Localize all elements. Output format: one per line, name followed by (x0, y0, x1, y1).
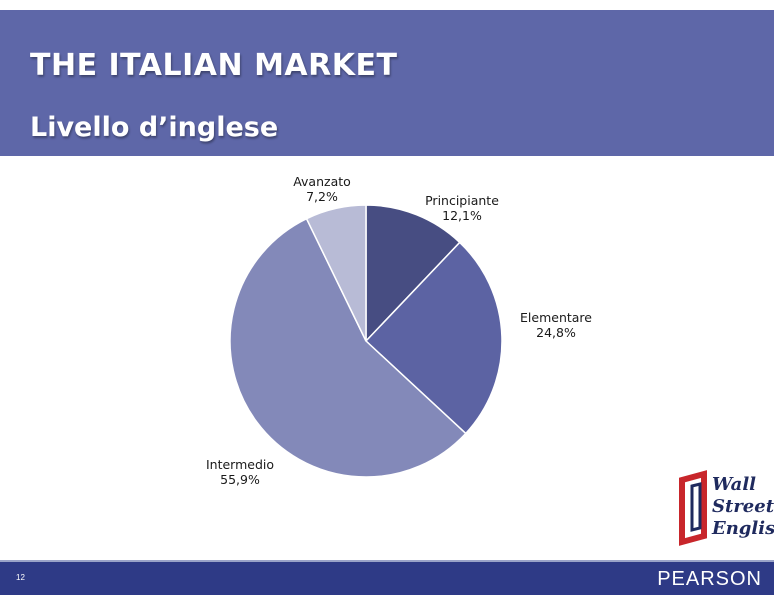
pie-slice-elementare (364, 241, 503, 435)
logo-text-street: Street (712, 496, 774, 517)
title-banner (0, 10, 774, 156)
pie-slice-principiante (365, 204, 461, 343)
logo-navy-mark (690, 482, 702, 532)
slice-label-intermedio: Intermedio (206, 457, 274, 472)
slice-value-elementare: 24,8% (536, 325, 576, 340)
pie-slice-intermedio (229, 217, 467, 478)
slice-value-intermedio: 55,9% (220, 472, 260, 487)
logo-red-mark (679, 470, 707, 546)
slide-subtitle: Livello d’inglese (30, 112, 279, 143)
slice-label-avanzato: Avanzato (293, 174, 351, 189)
slice-label-elementare: Elementare (520, 310, 592, 325)
page-number: 12 (16, 573, 25, 582)
logo-text-english: English (711, 518, 774, 539)
footer-bar: 12 PEARSON (0, 560, 774, 595)
wall-street-english-logo: Wall Street English (679, 470, 774, 546)
slice-value-principiante: 12,1% (442, 208, 482, 223)
logo-text-wall: Wall (712, 474, 756, 495)
slice-value-avanzato: 7,2% (306, 189, 338, 204)
pie-slice-avanzato (305, 204, 367, 342)
slice-label-principiante: Principiante (425, 193, 499, 208)
pearson-brand: PEARSON (657, 568, 762, 590)
slide-title: THE ITALIAN MARKET (30, 48, 398, 83)
